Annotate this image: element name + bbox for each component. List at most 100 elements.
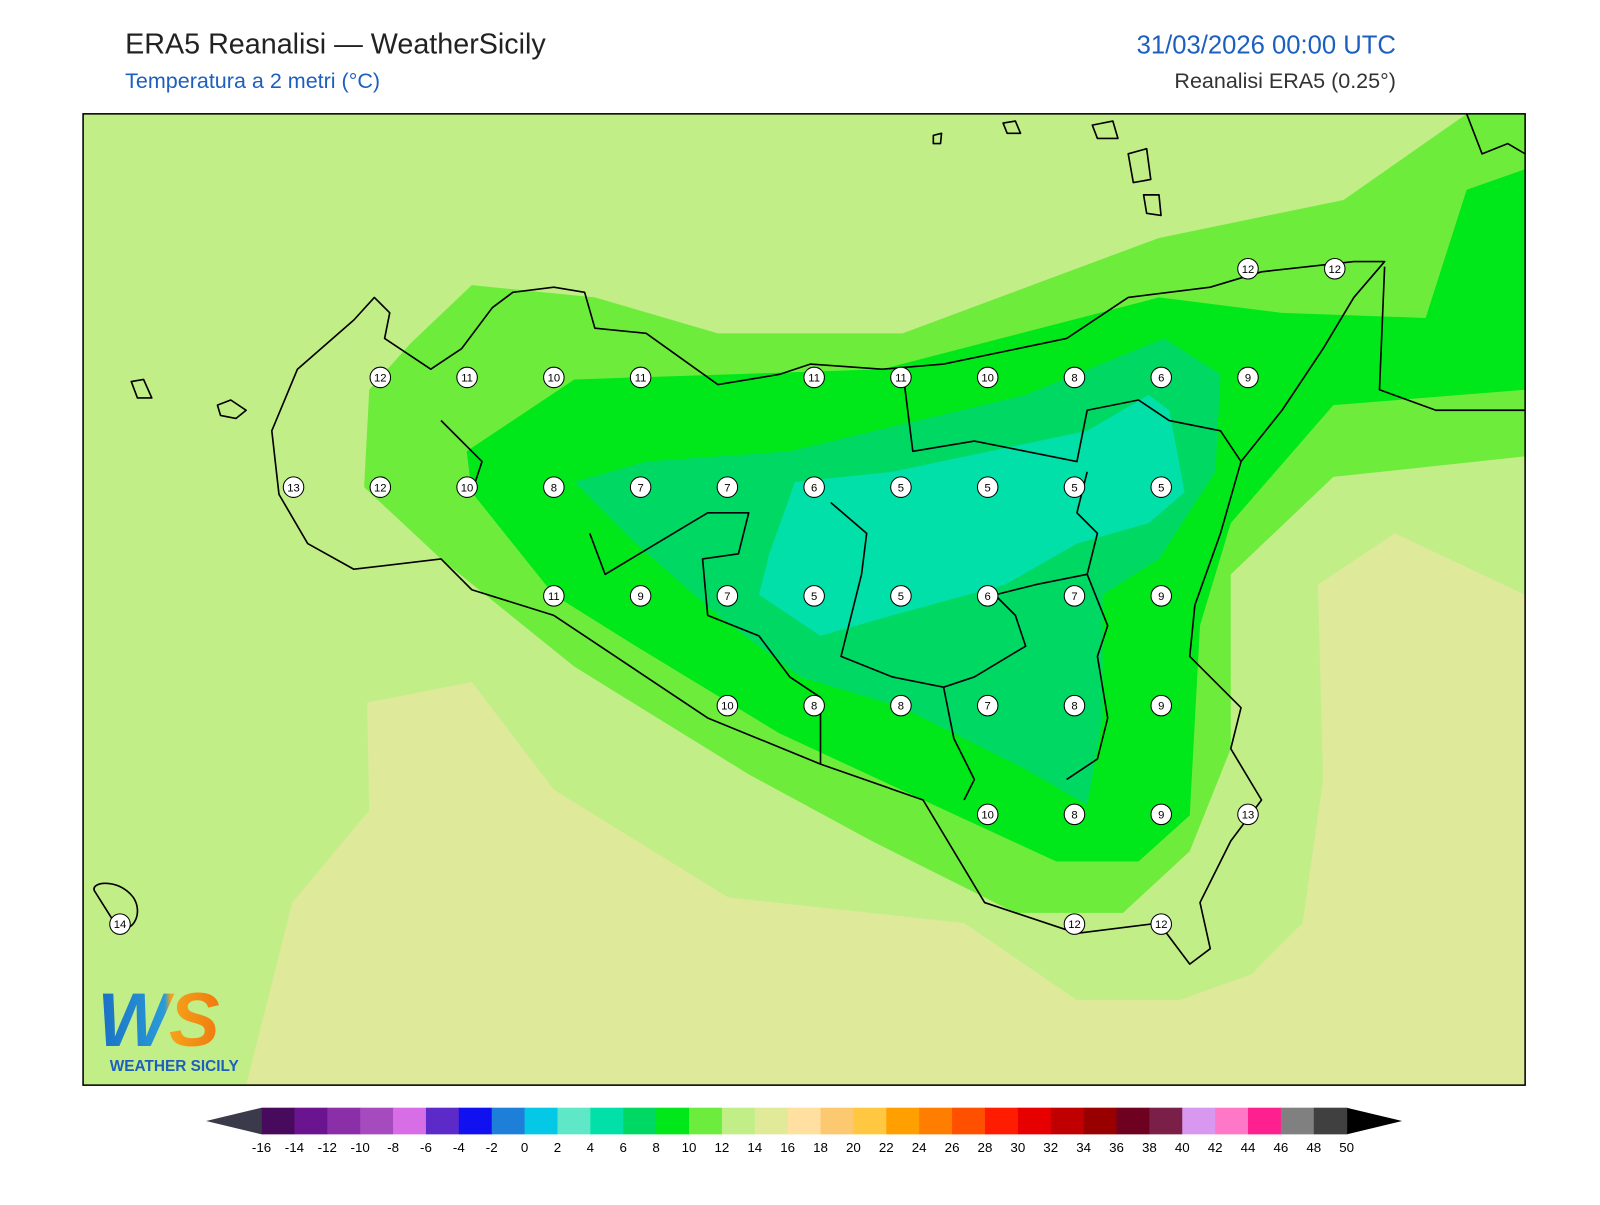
colorbar-bin xyxy=(952,1107,986,1135)
station-marker xyxy=(803,694,825,717)
title: ERA5 Reanalisi — WeatherSicily xyxy=(125,28,546,60)
station-value: 10 xyxy=(461,482,474,494)
station-value: 8 xyxy=(1071,701,1077,713)
colorbar-extend-high xyxy=(1346,1107,1403,1135)
station-marker xyxy=(1150,803,1172,826)
station-marker xyxy=(369,366,392,389)
colorbar-bin xyxy=(1083,1107,1118,1135)
colorbar-bin xyxy=(360,1107,394,1135)
map: 12 12 12 11 10 11 11 11 10 8 6 9 13 12 10 8 7 7 6 5 5 5 5 11 9 7 5… xyxy=(83,113,1526,1086)
station-marker xyxy=(976,585,999,607)
colorbar-bin xyxy=(721,1107,756,1135)
station-value: 13 xyxy=(1242,809,1255,821)
coastline xyxy=(270,260,1386,965)
colorbar-bin xyxy=(393,1107,427,1135)
station-marker xyxy=(890,476,912,498)
station-value: 8 xyxy=(551,482,557,494)
station-value: 11 xyxy=(895,373,907,385)
colorbar-tick-label: 26 xyxy=(945,1140,960,1155)
colorbar-tick-label: 48 xyxy=(1306,1140,1321,1155)
station-marker xyxy=(1150,585,1172,607)
colorbar-tick-label: 22 xyxy=(879,1140,894,1155)
station-labels: 12 12 12 11 10 11 11 11 10 8 6 9 13 12 10 8 7 7 6 5 5 5 5 11 9 7 5… xyxy=(109,257,1346,935)
station-marker xyxy=(543,366,565,389)
colorbar-bin xyxy=(853,1107,887,1135)
colorbar-tick-label: 44 xyxy=(1241,1140,1256,1155)
station-value: 8 xyxy=(1071,809,1077,821)
station-marker xyxy=(1063,913,1086,935)
colorbar-tick-label: -2 xyxy=(486,1140,498,1155)
station-value: 8 xyxy=(898,701,904,713)
colorbar-tick-label: -4 xyxy=(453,1140,465,1155)
island xyxy=(130,378,153,399)
station-marker xyxy=(109,913,131,935)
colorbar-tick-label: -14 xyxy=(285,1140,305,1155)
station-marker xyxy=(629,476,652,498)
station-marker xyxy=(543,476,565,498)
colorbar-tick-label: 12 xyxy=(714,1140,729,1155)
colorbar-tick-label: 16 xyxy=(780,1140,795,1155)
colorbar-bin xyxy=(623,1107,657,1135)
source: Reanalisi ERA5 (0.25°) xyxy=(1174,69,1395,93)
colorbar-bin xyxy=(787,1107,822,1135)
station-marker xyxy=(803,366,825,389)
logo-mark: WS xyxy=(97,978,219,1063)
colorbar-bin xyxy=(425,1107,460,1135)
colorbar-bin xyxy=(656,1107,690,1135)
colorbar-bin xyxy=(1248,1107,1282,1135)
colorbar-bin xyxy=(886,1107,920,1135)
station-marker xyxy=(976,366,999,389)
station-value: 8 xyxy=(1071,373,1077,385)
station-value: 8 xyxy=(811,701,817,713)
temp-band xyxy=(246,533,1526,1086)
colorbar-tick-label: 6 xyxy=(620,1140,627,1155)
logo-text: WEATHER SICILY xyxy=(110,1058,239,1075)
station-value: 6 xyxy=(1158,373,1164,385)
colorbar-tick-label: -16 xyxy=(252,1140,271,1155)
station-marker xyxy=(1150,694,1172,717)
station-value: 12 xyxy=(374,482,387,494)
colorbar-tick-label: 42 xyxy=(1208,1140,1223,1155)
colorbar-bin xyxy=(689,1107,723,1135)
station-value: 7 xyxy=(637,482,643,494)
station-marker xyxy=(890,585,912,607)
station-marker xyxy=(369,476,392,498)
colorbar-bin xyxy=(491,1107,526,1135)
colorbar-bin xyxy=(1149,1107,1183,1135)
station-value: 7 xyxy=(724,591,730,603)
station-value: 12 xyxy=(1155,919,1168,931)
colorbar-bin xyxy=(327,1107,361,1135)
colorbar-bin xyxy=(820,1107,854,1135)
station-marker xyxy=(1150,913,1172,935)
station-marker xyxy=(282,476,305,498)
station-value: 12 xyxy=(1068,919,1081,931)
island xyxy=(1002,120,1022,135)
colorbar-bin xyxy=(557,1107,591,1135)
colorbar-tick-label: 50 xyxy=(1339,1140,1354,1155)
station-marker xyxy=(1150,476,1172,498)
colorbar-bin xyxy=(1313,1107,1348,1135)
station-value: 10 xyxy=(721,701,734,713)
station-value: 9 xyxy=(637,591,643,603)
station-value: 6 xyxy=(985,591,991,603)
station-value: 9 xyxy=(1245,373,1251,385)
colorbar-bin xyxy=(1215,1107,1249,1135)
station-marker xyxy=(716,585,739,607)
colorbar-tick-label: -6 xyxy=(420,1140,432,1155)
colorbar-tick-label: 38 xyxy=(1142,1140,1157,1155)
coastline xyxy=(1378,113,1526,412)
island xyxy=(1091,120,1119,140)
station-marker xyxy=(1063,694,1086,717)
station-value: 5 xyxy=(898,482,904,494)
colorbar-tick-label: 30 xyxy=(1010,1140,1025,1155)
colorbar-bin xyxy=(294,1107,328,1135)
datetime: 31/03/2026 00:00 UTC xyxy=(1137,31,1396,59)
colorbar-bin xyxy=(590,1107,624,1135)
colorbar-tick-label: 46 xyxy=(1273,1140,1288,1155)
station-value: 11 xyxy=(808,373,820,385)
station-marker xyxy=(1063,803,1086,826)
station-marker xyxy=(1324,257,1346,280)
colorbar-bin xyxy=(1116,1107,1150,1135)
station-value: 10 xyxy=(981,809,994,821)
station-marker xyxy=(456,476,478,498)
